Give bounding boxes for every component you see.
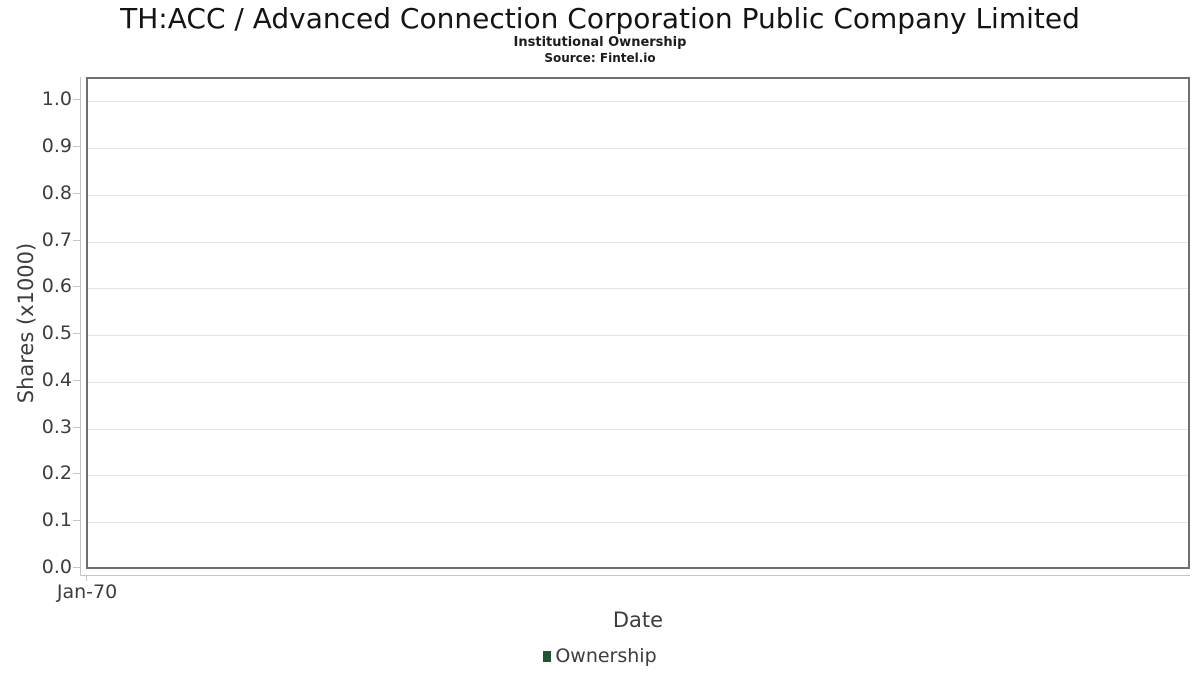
x-axis-line (80, 575, 1190, 576)
y-tick-label: 0.9 (41, 135, 72, 158)
y-tick-label: 0.1 (41, 509, 72, 532)
y-tick-mark (73, 567, 81, 568)
y-tick-mark (73, 239, 81, 241)
chart-source-credit: Source: Fintel.io (544, 51, 656, 65)
gridline (88, 101, 1188, 103)
gridline (88, 428, 1188, 430)
y-tick-mark (73, 473, 81, 475)
y-tick-mark (73, 333, 81, 335)
gridline (88, 475, 1188, 477)
y-tick-mark (73, 146, 81, 148)
y-tick-label: 0.3 (41, 415, 72, 438)
y-tick-mark (73, 379, 81, 381)
gridline (88, 522, 1188, 524)
y-tick-mark (73, 426, 81, 428)
gridline (88, 335, 1188, 337)
y-tick-label: 0.4 (41, 368, 72, 391)
chart-subtitle: Institutional Ownership (513, 35, 687, 50)
chart-title: TH:ACC / Advanced Connection Corporation… (120, 2, 1080, 35)
y-tick-mark (73, 99, 81, 101)
gridline (88, 194, 1188, 196)
gridline (88, 381, 1188, 383)
y-tick-mark (73, 192, 81, 194)
plot-area (86, 77, 1190, 569)
legend-label-ownership: Ownership (555, 645, 657, 667)
y-tick-label: 0.0 (41, 556, 72, 578)
y-tick-label: 0.2 (41, 462, 72, 485)
y-tick-label: 0.6 (41, 275, 72, 298)
y-axis-line (80, 77, 81, 576)
gridline (88, 148, 1188, 150)
gridline (88, 241, 1188, 243)
y-tick-mark (73, 520, 81, 522)
x-axis-title: Date (612, 608, 664, 632)
y-tick-mark (73, 286, 81, 288)
gridline (88, 288, 1188, 290)
y-tick-label: 0.5 (41, 322, 72, 345)
y-tick-label: 0.7 (41, 228, 72, 251)
x-tick-label-jan-70: Jan-70 (56, 581, 118, 603)
y-tick-label: 1.0 (41, 88, 72, 111)
legend-swatch-ownership (543, 650, 552, 662)
y-tick-label: 0.8 (41, 181, 72, 204)
x-tick-mark-jan-70 (86, 575, 87, 581)
legend: Ownership (0, 645, 1200, 667)
